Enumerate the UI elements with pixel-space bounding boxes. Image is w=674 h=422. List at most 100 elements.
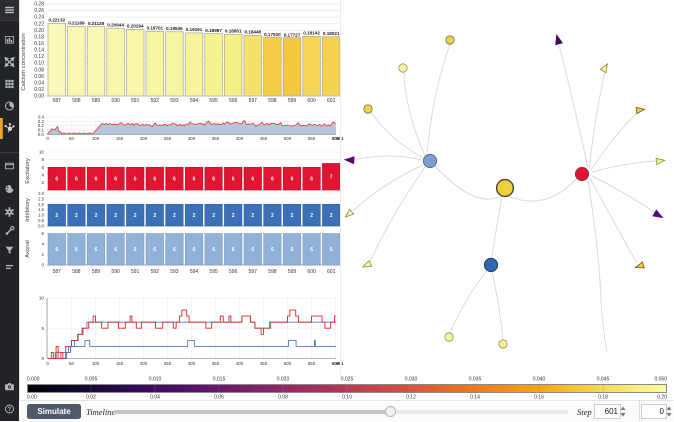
svg-text:2: 2 bbox=[193, 213, 196, 219]
svg-text:2: 2 bbox=[41, 180, 44, 185]
svg-text:2: 2 bbox=[291, 213, 294, 219]
svg-text:594: 594 bbox=[190, 98, 199, 104]
svg-text:0.18021: 0.18021 bbox=[323, 31, 340, 36]
svg-text:0.28: 0.28 bbox=[34, 2, 44, 8]
svg-text:598: 598 bbox=[268, 98, 277, 104]
svg-text:6: 6 bbox=[95, 177, 98, 183]
svg-text:6: 6 bbox=[193, 177, 196, 183]
svg-text:8: 8 bbox=[41, 157, 44, 162]
svg-text:6: 6 bbox=[251, 177, 254, 183]
svg-text:6: 6 bbox=[330, 247, 333, 253]
svg-text:0.16: 0.16 bbox=[534, 395, 544, 401]
svg-text:5: 5 bbox=[41, 326, 44, 331]
svg-text:4: 4 bbox=[41, 172, 44, 177]
svg-text:0.18448: 0.18448 bbox=[244, 30, 261, 35]
svg-text:0.4: 0.4 bbox=[38, 115, 45, 120]
svg-text:2: 2 bbox=[212, 213, 215, 219]
svg-text:0.1: 0.1 bbox=[38, 128, 45, 133]
svg-text:Inhibitory: Inhibitory bbox=[25, 198, 31, 222]
svg-text:6: 6 bbox=[75, 247, 78, 253]
svg-text:0.19701: 0.19701 bbox=[146, 26, 163, 31]
svg-text:6: 6 bbox=[134, 177, 137, 183]
svg-text:0.02: 0.02 bbox=[86, 395, 96, 401]
svg-text:6: 6 bbox=[42, 231, 45, 236]
svg-text:0.010: 0.010 bbox=[149, 377, 162, 383]
svg-text:0.20294: 0.20294 bbox=[127, 24, 144, 29]
svg-text:0.5: 0.5 bbox=[38, 218, 44, 223]
svg-text:4: 4 bbox=[42, 242, 45, 247]
svg-text:10: 10 bbox=[39, 150, 45, 155]
svg-text:0.000: 0.000 bbox=[27, 377, 40, 383]
svg-text:2: 2 bbox=[310, 213, 313, 219]
svg-text:0.12: 0.12 bbox=[406, 395, 416, 401]
svg-text:594: 594 bbox=[190, 269, 199, 275]
svg-text:0: 0 bbox=[46, 361, 49, 366]
svg-text:600: 600 bbox=[332, 136, 340, 141]
svg-text:0.22132: 0.22132 bbox=[48, 18, 65, 23]
svg-text:0.025: 0.025 bbox=[341, 377, 354, 383]
svg-text:0.10: 0.10 bbox=[342, 395, 352, 401]
svg-text:6: 6 bbox=[232, 177, 235, 183]
svg-text:6: 6 bbox=[291, 247, 294, 253]
svg-text:6: 6 bbox=[114, 247, 117, 253]
svg-text:0.20: 0.20 bbox=[34, 28, 44, 34]
svg-text:6: 6 bbox=[95, 247, 98, 253]
svg-text:1.0: 1.0 bbox=[38, 213, 44, 218]
svg-text:592: 592 bbox=[151, 98, 160, 104]
svg-text:0.04: 0.04 bbox=[150, 395, 160, 401]
svg-text:0: 0 bbox=[41, 356, 44, 361]
svg-text:2: 2 bbox=[330, 213, 333, 219]
svg-text:450: 450 bbox=[260, 136, 268, 141]
svg-text:589: 589 bbox=[92, 269, 101, 275]
svg-text:601: 601 bbox=[327, 269, 336, 275]
svg-text:0.3: 0.3 bbox=[38, 119, 45, 124]
svg-text:0: 0 bbox=[42, 263, 45, 268]
svg-text:350: 350 bbox=[212, 136, 220, 141]
svg-text:601: 601 bbox=[327, 98, 336, 104]
svg-text:597: 597 bbox=[249, 98, 258, 104]
svg-text:100: 100 bbox=[92, 136, 100, 141]
svg-text:150: 150 bbox=[116, 361, 124, 366]
svg-text:0.12: 0.12 bbox=[34, 54, 44, 60]
svg-text:2: 2 bbox=[95, 213, 98, 219]
svg-text:6: 6 bbox=[173, 177, 176, 183]
svg-text:6: 6 bbox=[114, 177, 117, 183]
svg-text:6: 6 bbox=[153, 247, 156, 253]
svg-text:597: 597 bbox=[249, 269, 258, 275]
svg-text:0.18142: 0.18142 bbox=[303, 31, 320, 36]
svg-text:0.17727: 0.17727 bbox=[284, 33, 301, 38]
svg-text:0.015: 0.015 bbox=[213, 377, 226, 383]
svg-text:598: 598 bbox=[268, 269, 277, 275]
svg-text:0.08: 0.08 bbox=[34, 67, 44, 73]
svg-text:2: 2 bbox=[134, 213, 137, 219]
svg-text:600: 600 bbox=[307, 98, 316, 104]
svg-text:6: 6 bbox=[271, 247, 274, 253]
svg-text:591: 591 bbox=[131, 269, 140, 275]
svg-text:0.02: 0.02 bbox=[34, 87, 44, 93]
svg-text:0.18: 0.18 bbox=[598, 395, 608, 401]
svg-text:450: 450 bbox=[260, 361, 268, 366]
svg-text:600: 600 bbox=[307, 269, 316, 275]
svg-text:591: 591 bbox=[131, 98, 140, 104]
svg-text:?: ? bbox=[8, 407, 12, 413]
svg-text:6: 6 bbox=[134, 247, 137, 253]
svg-text:10: 10 bbox=[39, 296, 45, 301]
svg-text:500: 500 bbox=[284, 136, 292, 141]
svg-text:593: 593 bbox=[170, 269, 179, 275]
svg-text:Axonal: Axonal bbox=[25, 240, 31, 258]
svg-text:50: 50 bbox=[69, 361, 74, 366]
svg-text:2: 2 bbox=[271, 213, 274, 219]
svg-text:599: 599 bbox=[288, 269, 297, 275]
svg-text:600: 600 bbox=[332, 361, 340, 366]
svg-text:0.00: 0.00 bbox=[34, 94, 44, 100]
svg-text:587: 587 bbox=[53, 269, 62, 275]
svg-text:350: 350 bbox=[212, 361, 220, 366]
svg-text:0.14: 0.14 bbox=[34, 48, 44, 54]
svg-text:0.00: 0.00 bbox=[27, 395, 37, 401]
svg-text:400: 400 bbox=[236, 361, 244, 366]
svg-text:595: 595 bbox=[209, 98, 218, 104]
svg-text:0.14: 0.14 bbox=[470, 395, 480, 401]
svg-text:6: 6 bbox=[55, 247, 58, 253]
svg-text:550: 550 bbox=[308, 136, 316, 141]
svg-text:6: 6 bbox=[232, 247, 235, 253]
